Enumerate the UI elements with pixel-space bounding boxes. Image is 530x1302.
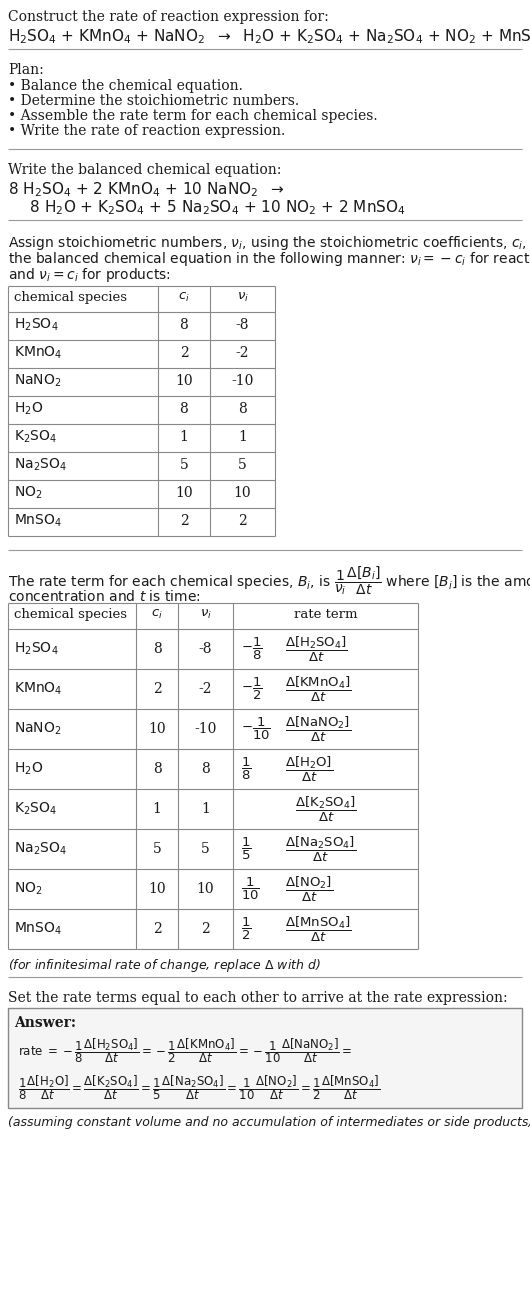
Text: Assign stoichiometric numbers, $\nu_i$, using the stoichiometric coefficients, $: Assign stoichiometric numbers, $\nu_i$, … [8, 234, 530, 253]
Text: $\dfrac{1}{8}\dfrac{\Delta[\mathrm{H_2O}]}{\Delta t} = \dfrac{\Delta[\mathrm{K_2: $\dfrac{1}{8}\dfrac{\Delta[\mathrm{H_2O}… [18, 1073, 381, 1101]
Text: 2: 2 [153, 922, 161, 936]
Text: • Determine the stoichiometric numbers.: • Determine the stoichiometric numbers. [8, 94, 299, 108]
Text: -8: -8 [199, 642, 212, 656]
Text: 5: 5 [180, 458, 188, 473]
Text: $\dfrac{1}{2}$: $\dfrac{1}{2}$ [241, 915, 251, 943]
Text: -10: -10 [231, 374, 254, 388]
Text: 2: 2 [180, 346, 188, 359]
Text: 8 H$_2$SO$_4$ + 2 KMnO$_4$ + 10 NaNO$_2$  $\rightarrow$: 8 H$_2$SO$_4$ + 2 KMnO$_4$ + 10 NaNO$_2$… [8, 180, 285, 199]
Text: H$_2$SO$_4$: H$_2$SO$_4$ [14, 641, 59, 658]
Text: • Assemble the rate term for each chemical species.: • Assemble the rate term for each chemic… [8, 109, 377, 122]
Text: chemical species: chemical species [14, 608, 127, 621]
Text: $-\dfrac{1}{8}$: $-\dfrac{1}{8}$ [241, 635, 262, 661]
Text: 10: 10 [175, 374, 193, 388]
Text: and $\nu_i = c_i$ for products:: and $\nu_i = c_i$ for products: [8, 266, 171, 284]
Text: K$_2$SO$_4$: K$_2$SO$_4$ [14, 428, 57, 445]
Text: NO$_2$: NO$_2$ [14, 484, 42, 501]
Text: Construct the rate of reaction expression for:: Construct the rate of reaction expressio… [8, 10, 329, 23]
Text: 8: 8 [153, 642, 161, 656]
Text: $c_i$: $c_i$ [178, 292, 190, 305]
Text: $\dfrac{1}{8}$: $\dfrac{1}{8}$ [241, 756, 251, 783]
Text: 2: 2 [153, 682, 161, 697]
Text: $\dfrac{\Delta[\mathrm{H_2SO_4}]}{\Delta t}$: $\dfrac{\Delta[\mathrm{H_2SO_4}]}{\Delta… [285, 634, 348, 664]
Text: 10: 10 [197, 881, 214, 896]
Text: 5: 5 [153, 842, 161, 855]
Text: H$_2$O: H$_2$O [14, 760, 43, 777]
Text: $\nu_i$: $\nu_i$ [236, 292, 249, 305]
Text: The rate term for each chemical species, $B_i$, is $\dfrac{1}{\nu_i}\dfrac{\Delt: The rate term for each chemical species,… [8, 564, 530, 596]
Text: MnSO$_4$: MnSO$_4$ [14, 513, 62, 529]
Text: MnSO$_4$: MnSO$_4$ [14, 921, 62, 937]
Text: 1: 1 [180, 430, 189, 444]
Text: -2: -2 [199, 682, 212, 697]
Text: • Balance the chemical equation.: • Balance the chemical equation. [8, 79, 243, 92]
Text: Plan:: Plan: [8, 62, 44, 77]
Text: 5: 5 [238, 458, 247, 473]
Text: rate term: rate term [294, 608, 357, 621]
Text: Na$_2$SO$_4$: Na$_2$SO$_4$ [14, 457, 67, 473]
Text: H$_2$SO$_4$ + KMnO$_4$ + NaNO$_2$  $\rightarrow$  H$_2$O + K$_2$SO$_4$ + Na$_2$S: H$_2$SO$_4$ + KMnO$_4$ + NaNO$_2$ $\righ… [8, 27, 530, 46]
Text: Na$_2$SO$_4$: Na$_2$SO$_4$ [14, 841, 67, 857]
Text: 8 H$_2$O + K$_2$SO$_4$ + 5 Na$_2$SO$_4$ + 10 NO$_2$ + 2 MnSO$_4$: 8 H$_2$O + K$_2$SO$_4$ + 5 Na$_2$SO$_4$ … [20, 198, 405, 216]
Text: NaNO$_2$: NaNO$_2$ [14, 721, 61, 737]
Text: 10: 10 [175, 486, 193, 500]
Text: $-\dfrac{1}{10}$: $-\dfrac{1}{10}$ [241, 716, 271, 742]
Text: $\dfrac{\Delta[\mathrm{NaNO_2}]}{\Delta t}$: $\dfrac{\Delta[\mathrm{NaNO_2}]}{\Delta … [285, 715, 351, 743]
Text: 5: 5 [201, 842, 210, 855]
Text: K$_2$SO$_4$: K$_2$SO$_4$ [14, 801, 57, 818]
Text: 1: 1 [201, 802, 210, 816]
Text: the balanced chemical equation in the following manner: $\nu_i = -c_i$ for react: the balanced chemical equation in the fo… [8, 250, 530, 268]
Text: $\dfrac{\Delta[\mathrm{MnSO_4}]}{\Delta t}$: $\dfrac{\Delta[\mathrm{MnSO_4}]}{\Delta … [285, 914, 351, 944]
Text: H$_2$SO$_4$: H$_2$SO$_4$ [14, 316, 59, 333]
Text: rate $= -\dfrac{1}{8}\dfrac{\Delta[\mathrm{H_2SO_4}]}{\Delta t} = -\dfrac{1}{2}\: rate $= -\dfrac{1}{8}\dfrac{\Delta[\math… [18, 1036, 352, 1065]
Text: KMnO$_4$: KMnO$_4$ [14, 681, 63, 697]
Text: chemical species: chemical species [14, 292, 127, 303]
Text: 8: 8 [180, 318, 188, 332]
Text: 8: 8 [153, 762, 161, 776]
Text: -8: -8 [236, 318, 249, 332]
Text: concentration and $t$ is time:: concentration and $t$ is time: [8, 589, 201, 604]
Text: KMnO$_4$: KMnO$_4$ [14, 345, 63, 361]
FancyBboxPatch shape [8, 1008, 522, 1108]
Text: $\dfrac{\Delta[\mathrm{H_2O}]}{\Delta t}$: $\dfrac{\Delta[\mathrm{H_2O}]}{\Delta t}… [285, 754, 333, 784]
Text: $\dfrac{1}{10}$: $\dfrac{1}{10}$ [241, 876, 260, 902]
Text: 10: 10 [234, 486, 251, 500]
Text: $\dfrac{\Delta[\mathrm{NO_2}]}{\Delta t}$: $\dfrac{\Delta[\mathrm{NO_2}]}{\Delta t}… [285, 875, 333, 904]
Text: (for infinitesimal rate of change, replace $\Delta$ with $d$): (for infinitesimal rate of change, repla… [8, 957, 321, 974]
Text: Set the rate terms equal to each other to arrive at the rate expression:: Set the rate terms equal to each other t… [8, 991, 508, 1005]
Text: 2: 2 [238, 514, 247, 529]
Text: 8: 8 [201, 762, 210, 776]
Text: NO$_2$: NO$_2$ [14, 880, 42, 897]
Text: $-\dfrac{1}{2}$: $-\dfrac{1}{2}$ [241, 676, 262, 702]
Text: 1: 1 [153, 802, 162, 816]
Text: 1: 1 [238, 430, 247, 444]
Text: 2: 2 [180, 514, 188, 529]
Text: • Write the rate of reaction expression.: • Write the rate of reaction expression. [8, 124, 285, 138]
Text: $\dfrac{\Delta[\mathrm{KMnO_4}]}{\Delta t}$: $\dfrac{\Delta[\mathrm{KMnO_4}]}{\Delta … [285, 674, 352, 703]
Text: H$_2$O: H$_2$O [14, 401, 43, 417]
Text: $\nu_i$: $\nu_i$ [199, 608, 211, 621]
Text: 2: 2 [201, 922, 210, 936]
Text: Write the balanced chemical equation:: Write the balanced chemical equation: [8, 163, 281, 177]
Text: $\dfrac{1}{5}$: $\dfrac{1}{5}$ [241, 836, 251, 862]
Text: $c_i$: $c_i$ [151, 608, 163, 621]
Text: 10: 10 [148, 723, 166, 736]
Text: -2: -2 [236, 346, 249, 359]
Text: $\dfrac{\Delta[\mathrm{Na_2SO_4}]}{\Delta t}$: $\dfrac{\Delta[\mathrm{Na_2SO_4}]}{\Delt… [285, 835, 356, 863]
Text: -10: -10 [195, 723, 217, 736]
Text: (assuming constant volume and no accumulation of intermediates or side products): (assuming constant volume and no accumul… [8, 1116, 530, 1129]
Text: $\dfrac{\Delta[\mathrm{K_2SO_4}]}{\Delta t}$: $\dfrac{\Delta[\mathrm{K_2SO_4}]}{\Delta… [295, 794, 356, 824]
Text: 10: 10 [148, 881, 166, 896]
Text: NaNO$_2$: NaNO$_2$ [14, 372, 61, 389]
Text: 8: 8 [238, 402, 247, 417]
Text: Answer:: Answer: [14, 1016, 76, 1030]
Text: 8: 8 [180, 402, 188, 417]
